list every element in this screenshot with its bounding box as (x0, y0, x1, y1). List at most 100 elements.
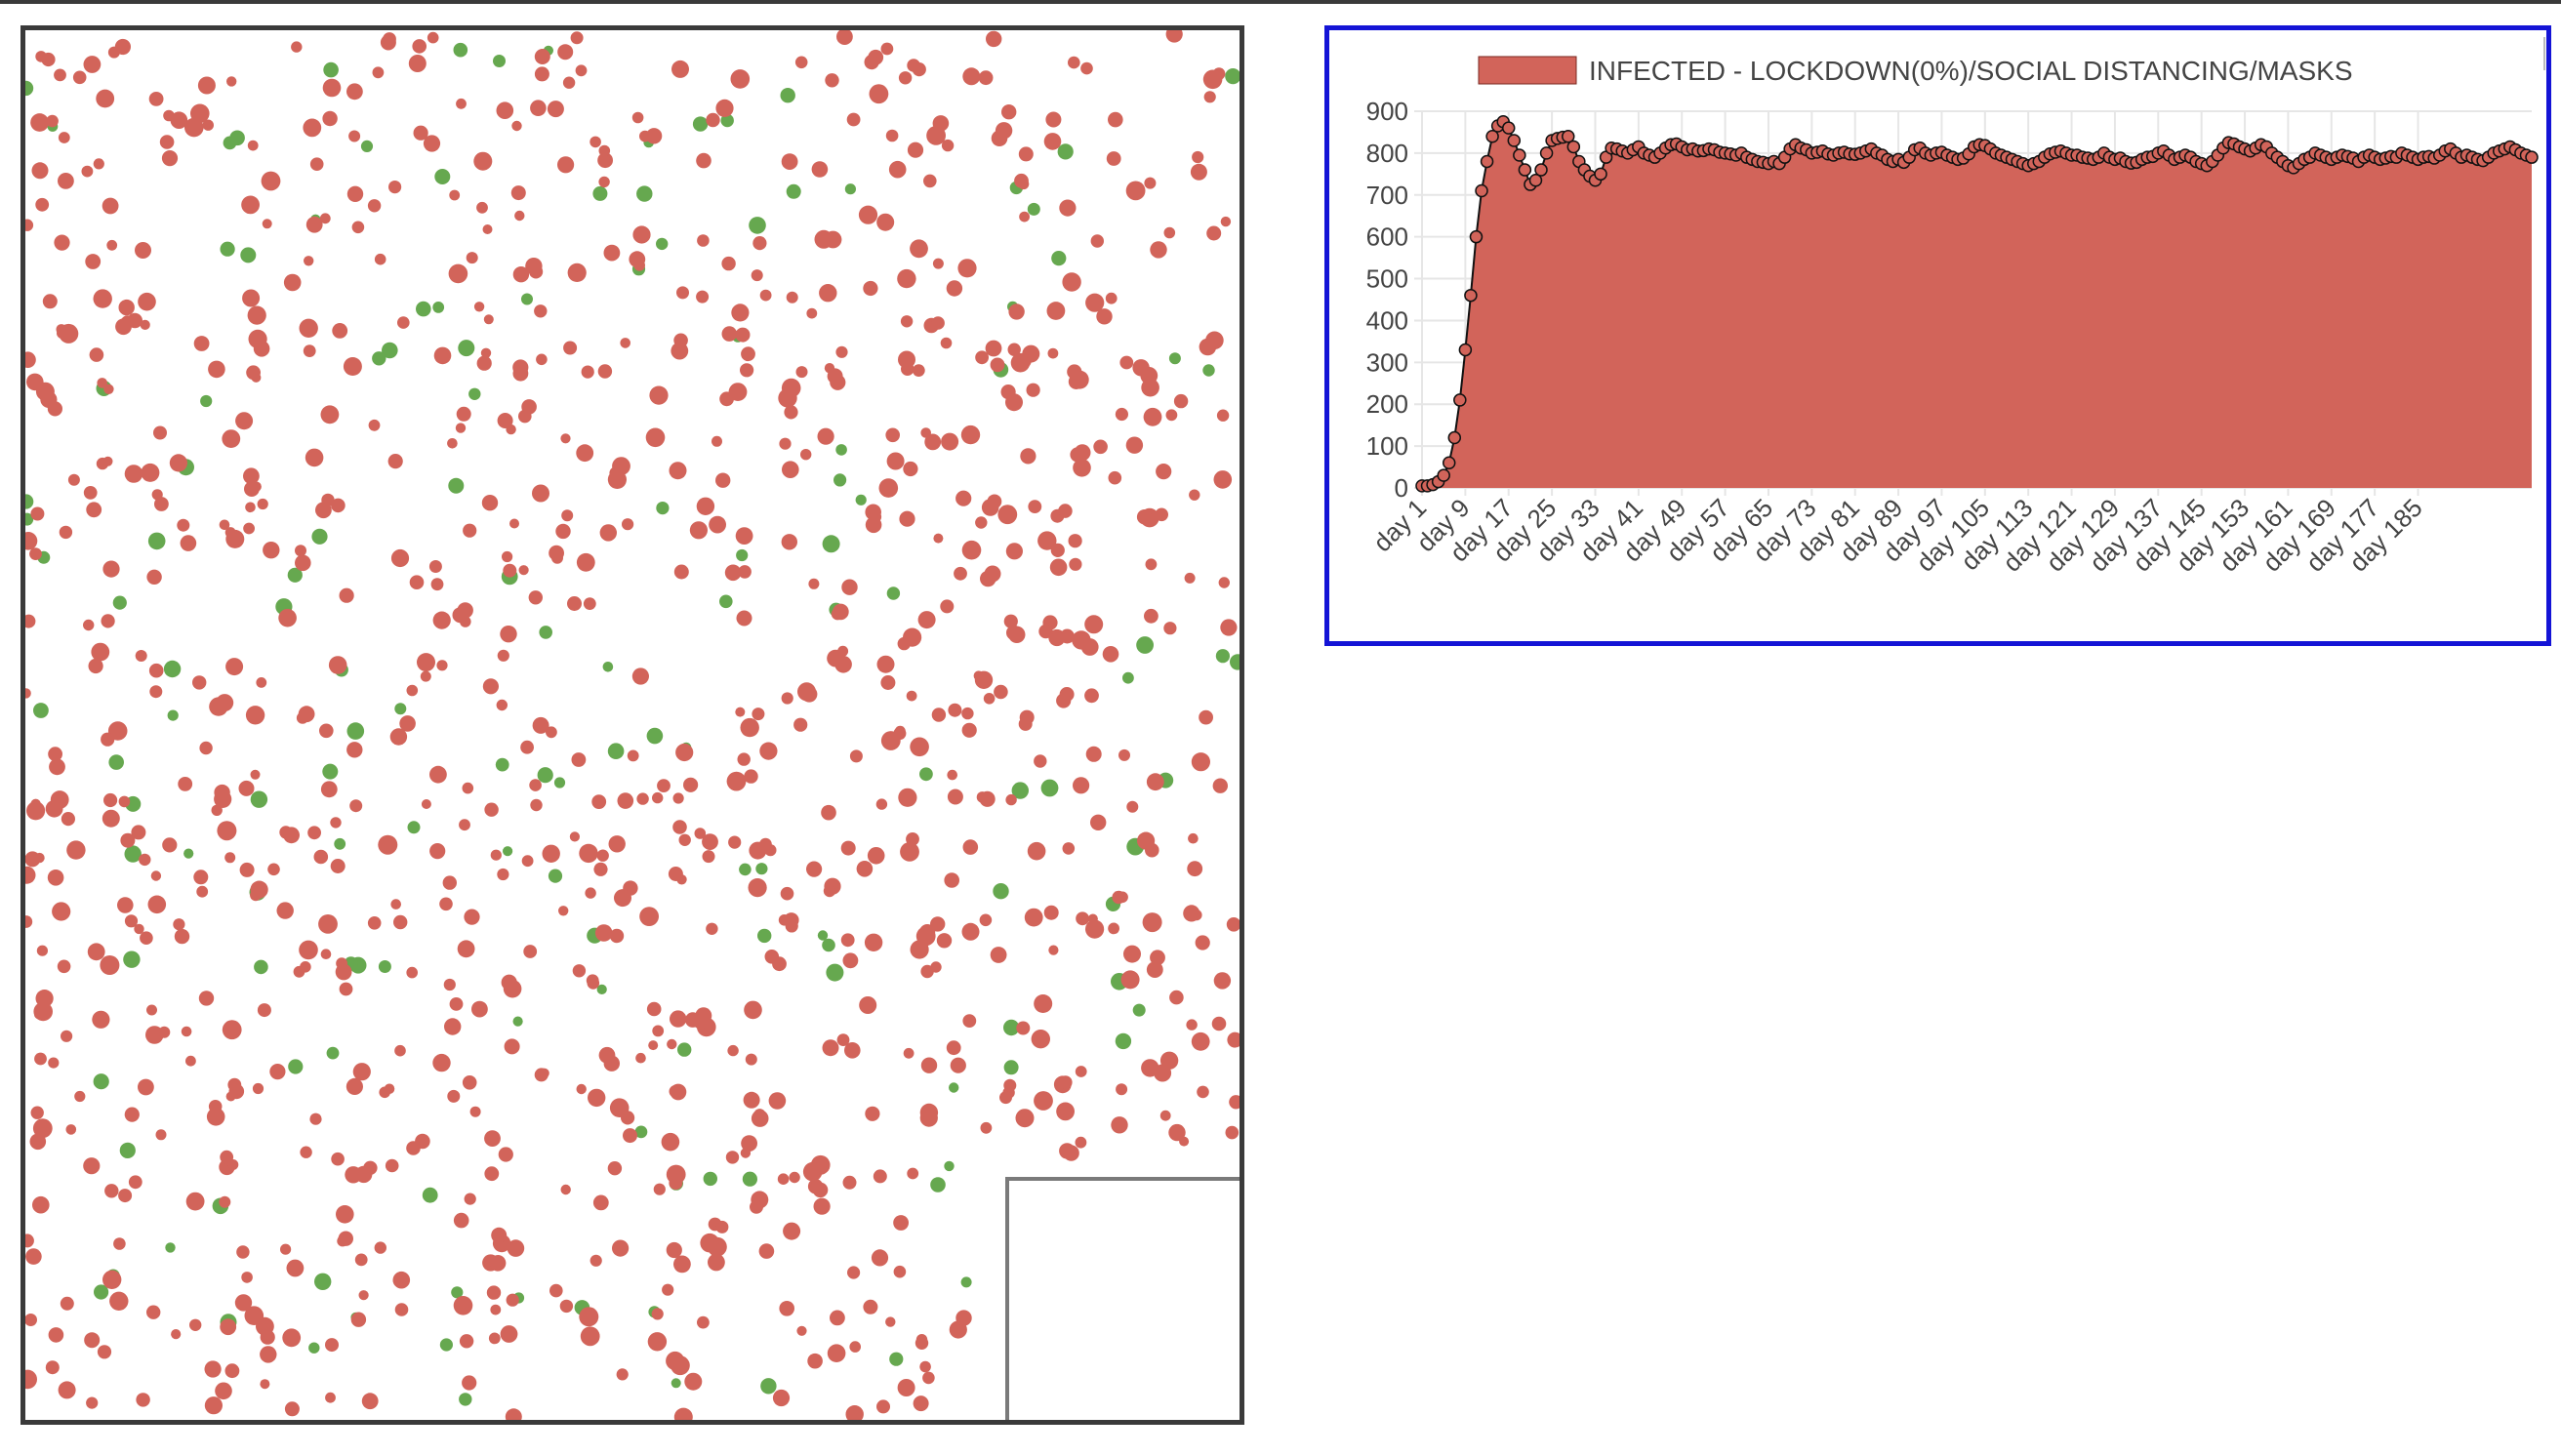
infected-person-dot (557, 156, 575, 174)
infected-person-dot (432, 1053, 451, 1072)
recovered-person-dot (835, 444, 847, 456)
infected-person-dot (518, 565, 529, 576)
data-point[interactable] (2525, 150, 2539, 164)
data-point[interactable] (1539, 146, 1554, 160)
recovered-person-dot (553, 777, 566, 789)
data-point[interactable] (1480, 154, 1494, 169)
infected-person-dot (539, 1068, 549, 1079)
infected-person-dot (562, 76, 576, 89)
data-point[interactable] (1469, 229, 1484, 244)
data-point[interactable] (1513, 148, 1526, 162)
infected-person-dot (576, 552, 595, 572)
infected-person-dot (158, 1026, 171, 1038)
infected-person-dot (689, 521, 709, 540)
data-point[interactable] (1562, 129, 1575, 143)
data-point[interactable] (1464, 288, 1478, 303)
infected-person-dot (97, 1345, 112, 1359)
infected-person-dot (278, 608, 297, 627)
recovered-person-dot (817, 930, 829, 941)
infected-person-dot (876, 213, 895, 231)
infected-area (1422, 121, 2532, 488)
data-point[interactable] (1534, 163, 1548, 177)
infected-person-dot (955, 1310, 972, 1326)
infected-person-dot (284, 1401, 300, 1417)
infected-person-dot (649, 385, 669, 405)
data-point[interactable] (1485, 129, 1499, 143)
infected-person-dot (672, 792, 684, 804)
recovered-person-dot (407, 821, 421, 834)
infected-person-dot (1126, 800, 1139, 813)
infected-person-dot (593, 862, 608, 876)
infected-person-dot (483, 314, 494, 325)
infected-person-dot (280, 1243, 292, 1255)
recovered-person-dot (855, 494, 867, 506)
infected-person-dot (1007, 343, 1021, 356)
infected-person-dot (406, 684, 419, 697)
infected-person-dot (1206, 225, 1222, 241)
chart-legend[interactable]: INFECTED - LOCKDOWN(0%)/SOCIAL DISTANCIN… (1478, 56, 2353, 86)
infected-person-dot (58, 1381, 76, 1399)
infected-person-dot (974, 670, 994, 689)
data-point[interactable] (1453, 393, 1467, 407)
infected-person-dot (245, 502, 256, 513)
recovered-person-dot (1202, 364, 1215, 377)
infected-person-dot (338, 1231, 353, 1246)
infected-person-dot (1028, 500, 1042, 513)
infected-person-dot (1058, 1075, 1073, 1089)
window-top-border (0, 0, 2561, 4)
infected-person-dot (741, 346, 755, 362)
infected-person-dot (463, 523, 477, 538)
infected-person-dot (759, 837, 772, 851)
infected-person-dot (1047, 347, 1059, 359)
infected-person-dot (997, 505, 1018, 525)
infected-person-dot (512, 266, 530, 283)
infected-person-dot (1229, 1095, 1240, 1110)
infected-person-dot (262, 219, 272, 229)
infected-person-dot (840, 840, 856, 856)
infected-person-dot (752, 708, 765, 721)
infected-person-dot (202, 119, 214, 131)
recovered-person-dot (25, 494, 34, 509)
infected-person-dot (917, 611, 936, 629)
infected-person-dot (305, 216, 323, 233)
infected-person-dot (880, 675, 896, 690)
simulation-canvas[interactable] (20, 25, 1244, 1425)
infected-person-dot (915, 926, 936, 947)
infected-person-dot (1102, 646, 1119, 663)
infected-person-dot (54, 234, 70, 251)
infected-person-dot (1150, 241, 1167, 259)
infected-person-dot (1015, 1109, 1035, 1128)
infected-person-dot (961, 722, 977, 738)
data-point[interactable] (1501, 121, 1516, 135)
data-point[interactable] (1566, 140, 1581, 154)
data-point[interactable] (1507, 134, 1522, 147)
infected-person-dot (534, 304, 548, 318)
infected-person-dot (471, 1000, 488, 1018)
infected-person-dot (181, 1026, 192, 1037)
data-point[interactable] (1447, 430, 1462, 445)
infected-person-dot (1018, 716, 1033, 731)
infected-person-dot (1106, 151, 1121, 166)
infected-person-dot (819, 284, 837, 303)
data-point[interactable] (1475, 183, 1488, 198)
data-point[interactable] (1442, 456, 1456, 470)
infected-person-dot (1080, 638, 1099, 656)
infected-person-dot (1213, 972, 1232, 990)
infected-person-dot (1048, 945, 1059, 955)
infected-person-dot (25, 1314, 37, 1326)
recovered-person-dot (1040, 779, 1059, 797)
recovered-person-dot (448, 477, 465, 494)
infected-person-dot (1150, 950, 1165, 966)
data-point[interactable] (1518, 163, 1532, 177)
infected-person-dot (932, 258, 944, 269)
infected-person-dot (26, 801, 46, 821)
infected-person-dot (190, 103, 210, 124)
recovered-person-dot (512, 1016, 523, 1027)
data-point[interactable] (1594, 167, 1607, 182)
data-point[interactable] (1458, 343, 1473, 357)
data-point[interactable] (1437, 468, 1450, 482)
infected-person-dot (672, 820, 687, 834)
infected-person-dot (224, 852, 236, 864)
data-point[interactable] (1528, 174, 1543, 187)
infected-person-dot (795, 366, 808, 379)
